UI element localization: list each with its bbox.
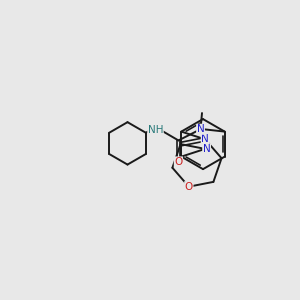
Text: N: N (197, 124, 204, 134)
Text: NH: NH (148, 125, 163, 135)
Text: O: O (185, 182, 193, 192)
Text: O: O (174, 157, 183, 167)
Text: N: N (201, 134, 209, 144)
Text: N: N (203, 144, 211, 154)
